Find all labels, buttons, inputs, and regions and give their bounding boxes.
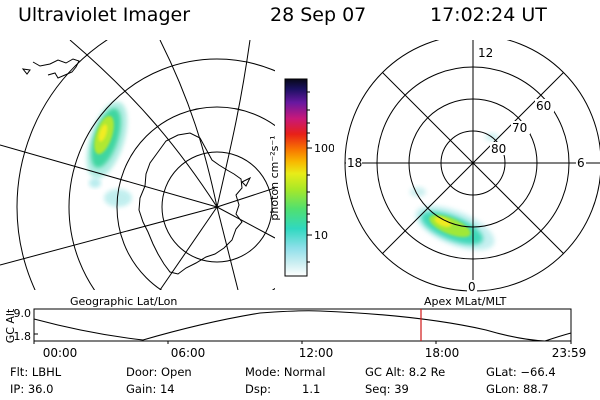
label-bg bbox=[346, 156, 362, 169]
colorbar-ticks bbox=[307, 91, 312, 263]
mlt-spokes bbox=[345, 40, 600, 291]
south-america-coastline bbox=[32, 58, 80, 79]
filter-readout: Flt: LBHL bbox=[10, 365, 62, 379]
altitude-curve bbox=[33, 310, 572, 342]
mlat-label-70: 70 bbox=[512, 121, 527, 135]
gc-altitude-readout: GC Alt: 8.2 Re bbox=[365, 365, 446, 379]
timeline-ylabel: GC Alt bbox=[4, 308, 17, 343]
polar-panel-title: Apex MLat/MLT bbox=[424, 295, 507, 308]
x-tick-1200: 12:00 bbox=[299, 346, 334, 360]
date-label: 28 Sep 07 bbox=[270, 4, 367, 26]
island-coastline bbox=[21, 68, 31, 75]
coast-detail bbox=[241, 176, 252, 187]
colorbar-unit-label: photon cm⁻²s⁻¹ bbox=[268, 135, 281, 220]
mlt-label-18: 18 bbox=[347, 156, 362, 170]
longitude-meridians bbox=[0, 40, 275, 290]
label-bg bbox=[511, 121, 530, 134]
x-tick-0600: 06:00 bbox=[171, 346, 206, 360]
gain-readout: Gain: 14 bbox=[126, 382, 175, 396]
timeline-ticks bbox=[33, 308, 572, 344]
dsp-label: Dsp: bbox=[245, 382, 272, 396]
aurora-emission-geographic bbox=[86, 101, 132, 207]
y-tick-1-8: 1.8 bbox=[14, 330, 32, 343]
colorbar: 100 10 photon cm⁻²s⁻¹ bbox=[268, 78, 334, 277]
mode-readout: Mode: Normal bbox=[245, 365, 326, 379]
glat-readout: GLat: −66.4 bbox=[486, 365, 556, 379]
time-label: 17:02:24 UT bbox=[430, 4, 547, 26]
antarctica-coastline bbox=[138, 132, 243, 275]
latitude-circles bbox=[16, 40, 275, 290]
label-bg bbox=[467, 280, 477, 293]
mlt-label-12: 12 bbox=[478, 46, 493, 60]
x-tick-0000: 00:00 bbox=[43, 346, 78, 360]
glon-readout: GLon: 88.7 bbox=[486, 382, 549, 396]
label-bg bbox=[476, 46, 492, 59]
polar-plot: 12 18 6 0 60 70 80 bbox=[344, 40, 600, 294]
instrument-title: Ultraviolet Imager bbox=[18, 4, 191, 26]
altitude-timeline: GC Alt 9.0 1.8 00:00 06:00 12:00 18:00 2… bbox=[4, 307, 587, 360]
geographic-panel-title: Geographic Lat/Lon bbox=[70, 295, 178, 308]
seq-readout: Seq: 39 bbox=[365, 382, 409, 396]
ip-readout: IP: 36.0 bbox=[10, 382, 54, 396]
door-readout: Door: Open bbox=[126, 365, 192, 379]
y-tick-9: 9.0 bbox=[14, 307, 32, 320]
mlt-label-0: 0 bbox=[468, 280, 476, 294]
mlat-label-80: 80 bbox=[491, 142, 506, 156]
x-tick-1800: 18:00 bbox=[425, 346, 460, 360]
colorbar-gradient bbox=[284, 78, 308, 277]
mlt-label-6: 6 bbox=[577, 156, 585, 170]
label-bg bbox=[490, 142, 509, 155]
colorbar-tick-10: 10 bbox=[314, 229, 328, 242]
x-tick-2359: 23:59 bbox=[552, 346, 587, 360]
dsp-value: 1.1 bbox=[302, 382, 321, 396]
aurora-emission-polar bbox=[410, 133, 499, 251]
colorbar-tick-100: 100 bbox=[314, 142, 334, 155]
label-bg bbox=[576, 156, 586, 169]
geographic-map bbox=[0, 40, 275, 290]
label-bg bbox=[535, 99, 554, 112]
mlat-label-60: 60 bbox=[536, 99, 551, 113]
